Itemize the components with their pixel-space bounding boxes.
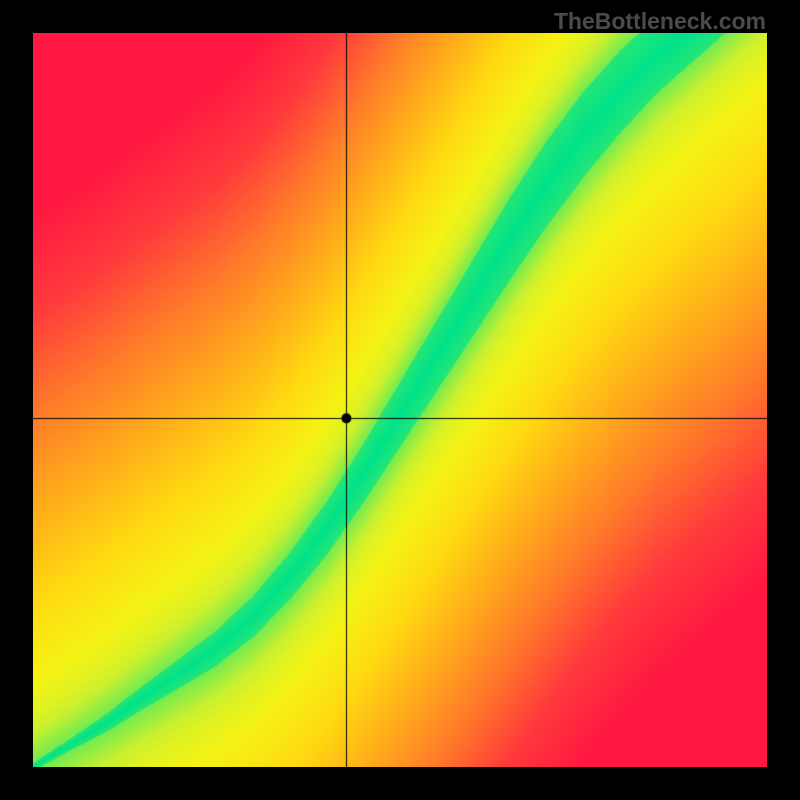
crosshair-overlay xyxy=(33,33,767,767)
watermark-text: TheBottleneck.com xyxy=(554,8,766,35)
chart-container: TheBottleneck.com xyxy=(0,0,800,800)
